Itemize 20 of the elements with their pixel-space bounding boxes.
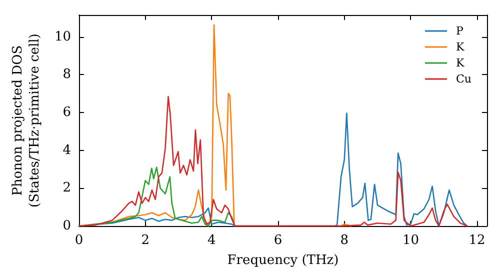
x-tick-label: 2	[141, 233, 150, 248]
y-tick-label: 0	[62, 218, 71, 234]
x-axis-title: Frequency (THz)	[227, 252, 339, 268]
y-tick-label: 10	[54, 29, 71, 44]
legend-label: P	[456, 24, 464, 38]
x-tick-label: 0	[74, 233, 84, 248]
y-axis-title: Phonon projected DOS (States/THz·primitive cell)	[10, 33, 43, 208]
x-tick-label: 6	[274, 233, 282, 248]
x-tick-label: 8	[340, 233, 349, 248]
x-tick-label: 10	[402, 233, 419, 248]
y-tick-label: 6	[62, 104, 71, 120]
x-tick-label: 12	[468, 233, 486, 248]
legend-label: K	[456, 40, 465, 54]
y-tick-label: 8	[62, 67, 71, 82]
legend-label: Cu	[456, 72, 472, 86]
x-tick-label: 4	[208, 233, 216, 248]
line-series	[78, 166, 236, 227]
y-tick-label: 4	[62, 142, 71, 158]
legend-label: K	[456, 56, 465, 70]
y-tick-label: 2	[62, 180, 71, 196]
